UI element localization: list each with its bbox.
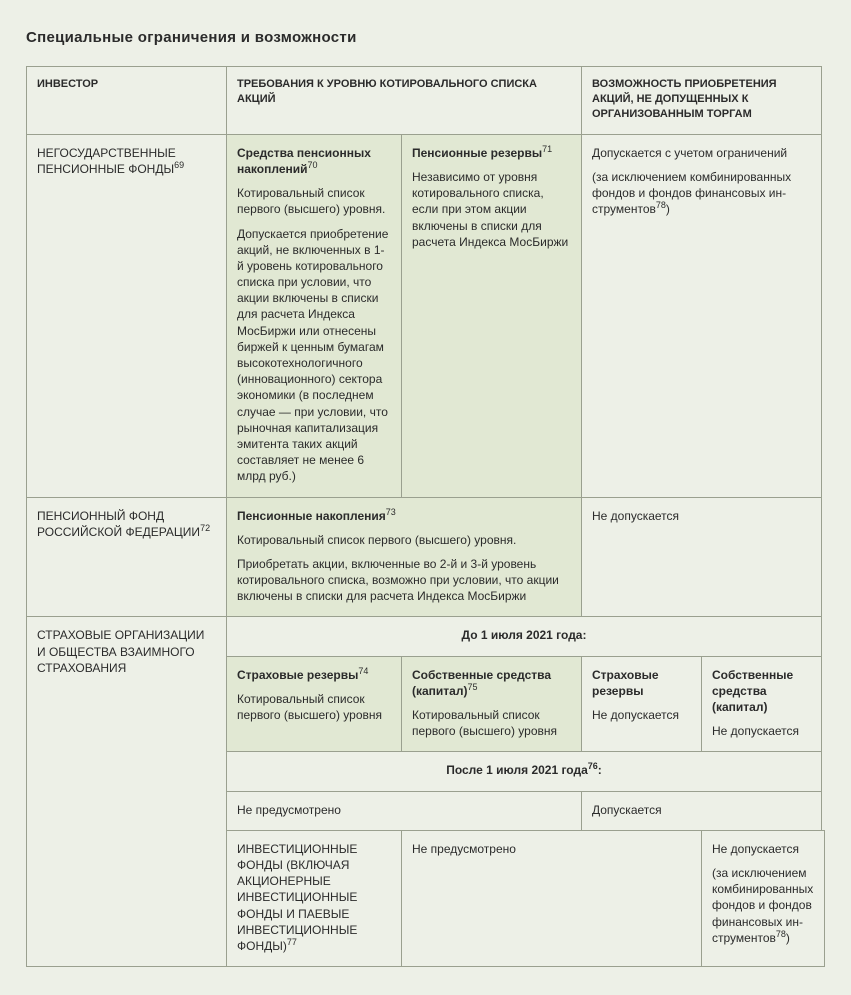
row-pfr: ПЕНСИОННЫЙ ФОНД РОССИЙСКОЙ ФЕДЕРАЦИИ72 П… xyxy=(27,497,825,617)
footnote-ref: 69 xyxy=(174,160,184,170)
cell-investor: ИНВЕСТИЦИОННЫЕ ФОНДЫ (ВКЛЮЧАЯ АКЦИОНЕРНЫ… xyxy=(227,830,402,966)
cell-poss-c4: Собственные средства (капитал) Не допуск… xyxy=(702,656,822,752)
table-header-row: ИНВЕСТОР ТРЕБОВАНИЯ К УРОВНЮ КОТИРОВАЛЬН… xyxy=(27,67,825,135)
body-text: Котировальный спи­сок первого (высшего) … xyxy=(237,691,391,723)
body-text: (за исключением комбинированных фондов и… xyxy=(712,865,814,946)
cell-possibility: Не допускается xyxy=(582,497,822,617)
body-text: Приобретать акции, включенные во 2-й и 3… xyxy=(237,556,571,605)
subhead: Пенсионные резервы xyxy=(412,146,542,160)
row-npf: НЕГОСУДАРСТВЕННЫЕ ПЕНСИОННЫЕ ФОНДЫ69 Сре… xyxy=(27,134,825,497)
subhead: Пенсионные накопления xyxy=(237,509,386,523)
subhead: Собственные средства (капитал) xyxy=(712,667,811,716)
footnote-ref: 76 xyxy=(588,761,598,771)
body-text: ) xyxy=(786,931,790,945)
cell-poss-after: Допускается xyxy=(582,791,822,830)
investor-name: СТРАХОВЫЕ ОРГАНИЗАЦИИ И ОБЩЕСТВА ВЗАИМНО… xyxy=(37,628,204,674)
investor-name: ИНВЕСТИЦИОННЫЕ ФОНДЫ (ВКЛЮЧАЯ АКЦИОНЕРНЫ… xyxy=(237,842,357,953)
row-insurance-before-label: СТРАХОВЫЕ ОРГАНИЗАЦИИ И ОБЩЕСТВА ВЗАИМНО… xyxy=(27,617,825,656)
footnote-ref: 74 xyxy=(358,666,368,676)
body-text: (за исключением комбинированных фондов и… xyxy=(592,170,791,216)
footnote-ref: 78 xyxy=(776,929,786,939)
body-text: Допускается с учетом ограничений xyxy=(592,145,811,161)
cell-investor: ПЕНСИОННЫЙ ФОНД РОССИЙСКОЙ ФЕДЕРАЦИИ72 xyxy=(27,497,227,617)
cell-req-a: Средства пенсионных накоплений70 Котиров… xyxy=(227,134,402,497)
cell-req-after: Не предусмотрено xyxy=(227,791,582,830)
footnote-ref: 73 xyxy=(386,507,396,517)
body-text: (за исключением комбинированных фондов и… xyxy=(712,866,813,945)
body-text: Не допускается xyxy=(592,508,811,524)
body-text: : xyxy=(598,763,602,777)
cell-period-label: После 1 июля 2021 года76: xyxy=(227,752,822,791)
subhead: Страховые резервы xyxy=(237,668,358,682)
cell-possibility: Не допускается (за исключением комбиниро… xyxy=(702,830,825,966)
subhead: Средства пенсионных накоплений xyxy=(237,146,371,176)
cell-req-c1: Страховые резервы74 Котировальный спи­со… xyxy=(227,656,402,752)
cell-investor: СТРАХОВЫЕ ОРГАНИЗАЦИИ И ОБЩЕСТВА ВЗАИМНО… xyxy=(27,617,227,967)
footnote-ref: 72 xyxy=(200,523,210,533)
cell-req: Не предусмотрено xyxy=(402,830,702,966)
header-possibility: ВОЗМОЖНОСТЬ ПРИОБРЕТЕНИЯ АКЦИЙ, НЕ ДОПУЩ… xyxy=(582,67,822,135)
subhead: Страховые резервы xyxy=(592,667,691,699)
cell-poss-c3: Страховые резервы Не допускается xyxy=(582,656,702,752)
header-investor: ИНВЕСТОР xyxy=(27,67,227,135)
body-text: После 1 июля 2021 года xyxy=(446,763,588,777)
footnote-ref: 75 xyxy=(467,682,477,692)
cell-investor: НЕГОСУДАРСТВЕННЫЕ ПЕНСИОННЫЕ ФОНДЫ69 xyxy=(27,134,227,497)
cell-req-b: Пенсионные резервы71 Независимо от уровн… xyxy=(402,134,582,497)
investor-name: НЕГОСУДАРСТВЕННЫЕ ПЕНСИОННЫЕ ФОНДЫ xyxy=(37,146,176,176)
body-text: Допускается приобре­тение акций, не вклю… xyxy=(237,226,391,485)
footnote-ref: 78 xyxy=(656,200,666,210)
body-text: Не допускается xyxy=(592,707,691,723)
footnote-ref: 77 xyxy=(287,937,297,947)
cell-req-c2: Собственные средства (капитал)75 Котиров… xyxy=(402,656,582,752)
restrictions-table: ИНВЕСТОР ТРЕБОВАНИЯ К УРОВНЮ КОТИРОВАЛЬН… xyxy=(26,66,825,967)
footnote-ref: 70 xyxy=(308,160,318,170)
body-text: Котировальный список первого (высшего) у… xyxy=(412,707,571,739)
body-text: Не допускается xyxy=(712,841,814,857)
subhead: Собственные средства (капитал) xyxy=(412,668,551,698)
header-requirements: ТРЕБОВАНИЯ К УРОВНЮ КОТИРОВАЛЬНОГО СПИСК… xyxy=(227,67,582,135)
investor-name: ПЕНСИОННЫЙ ФОНД РОССИЙСКОЙ ФЕДЕРАЦИИ xyxy=(37,509,200,539)
body-text: Котировальный список первого (высшего) у… xyxy=(237,532,571,548)
cell-possibility: Допускается с учетом ограничений (за иск… xyxy=(582,134,822,497)
body-text: Не допускается xyxy=(712,723,811,739)
body-text: ) xyxy=(666,202,670,216)
footnote-ref: 71 xyxy=(542,144,552,154)
cell-period-label: До 1 июля 2021 года: xyxy=(227,617,822,656)
body-text: (за исключением комбинированных фондов и… xyxy=(592,169,811,218)
body-text: Независимо от уровня котировального спис… xyxy=(412,169,571,250)
page-title: Специальные ограничения и возможности xyxy=(26,28,825,48)
cell-req: Пенсионные накопления73 Котировальный сп… xyxy=(227,497,582,617)
body-text: Котировальный список первого (высшего) у… xyxy=(237,185,391,217)
